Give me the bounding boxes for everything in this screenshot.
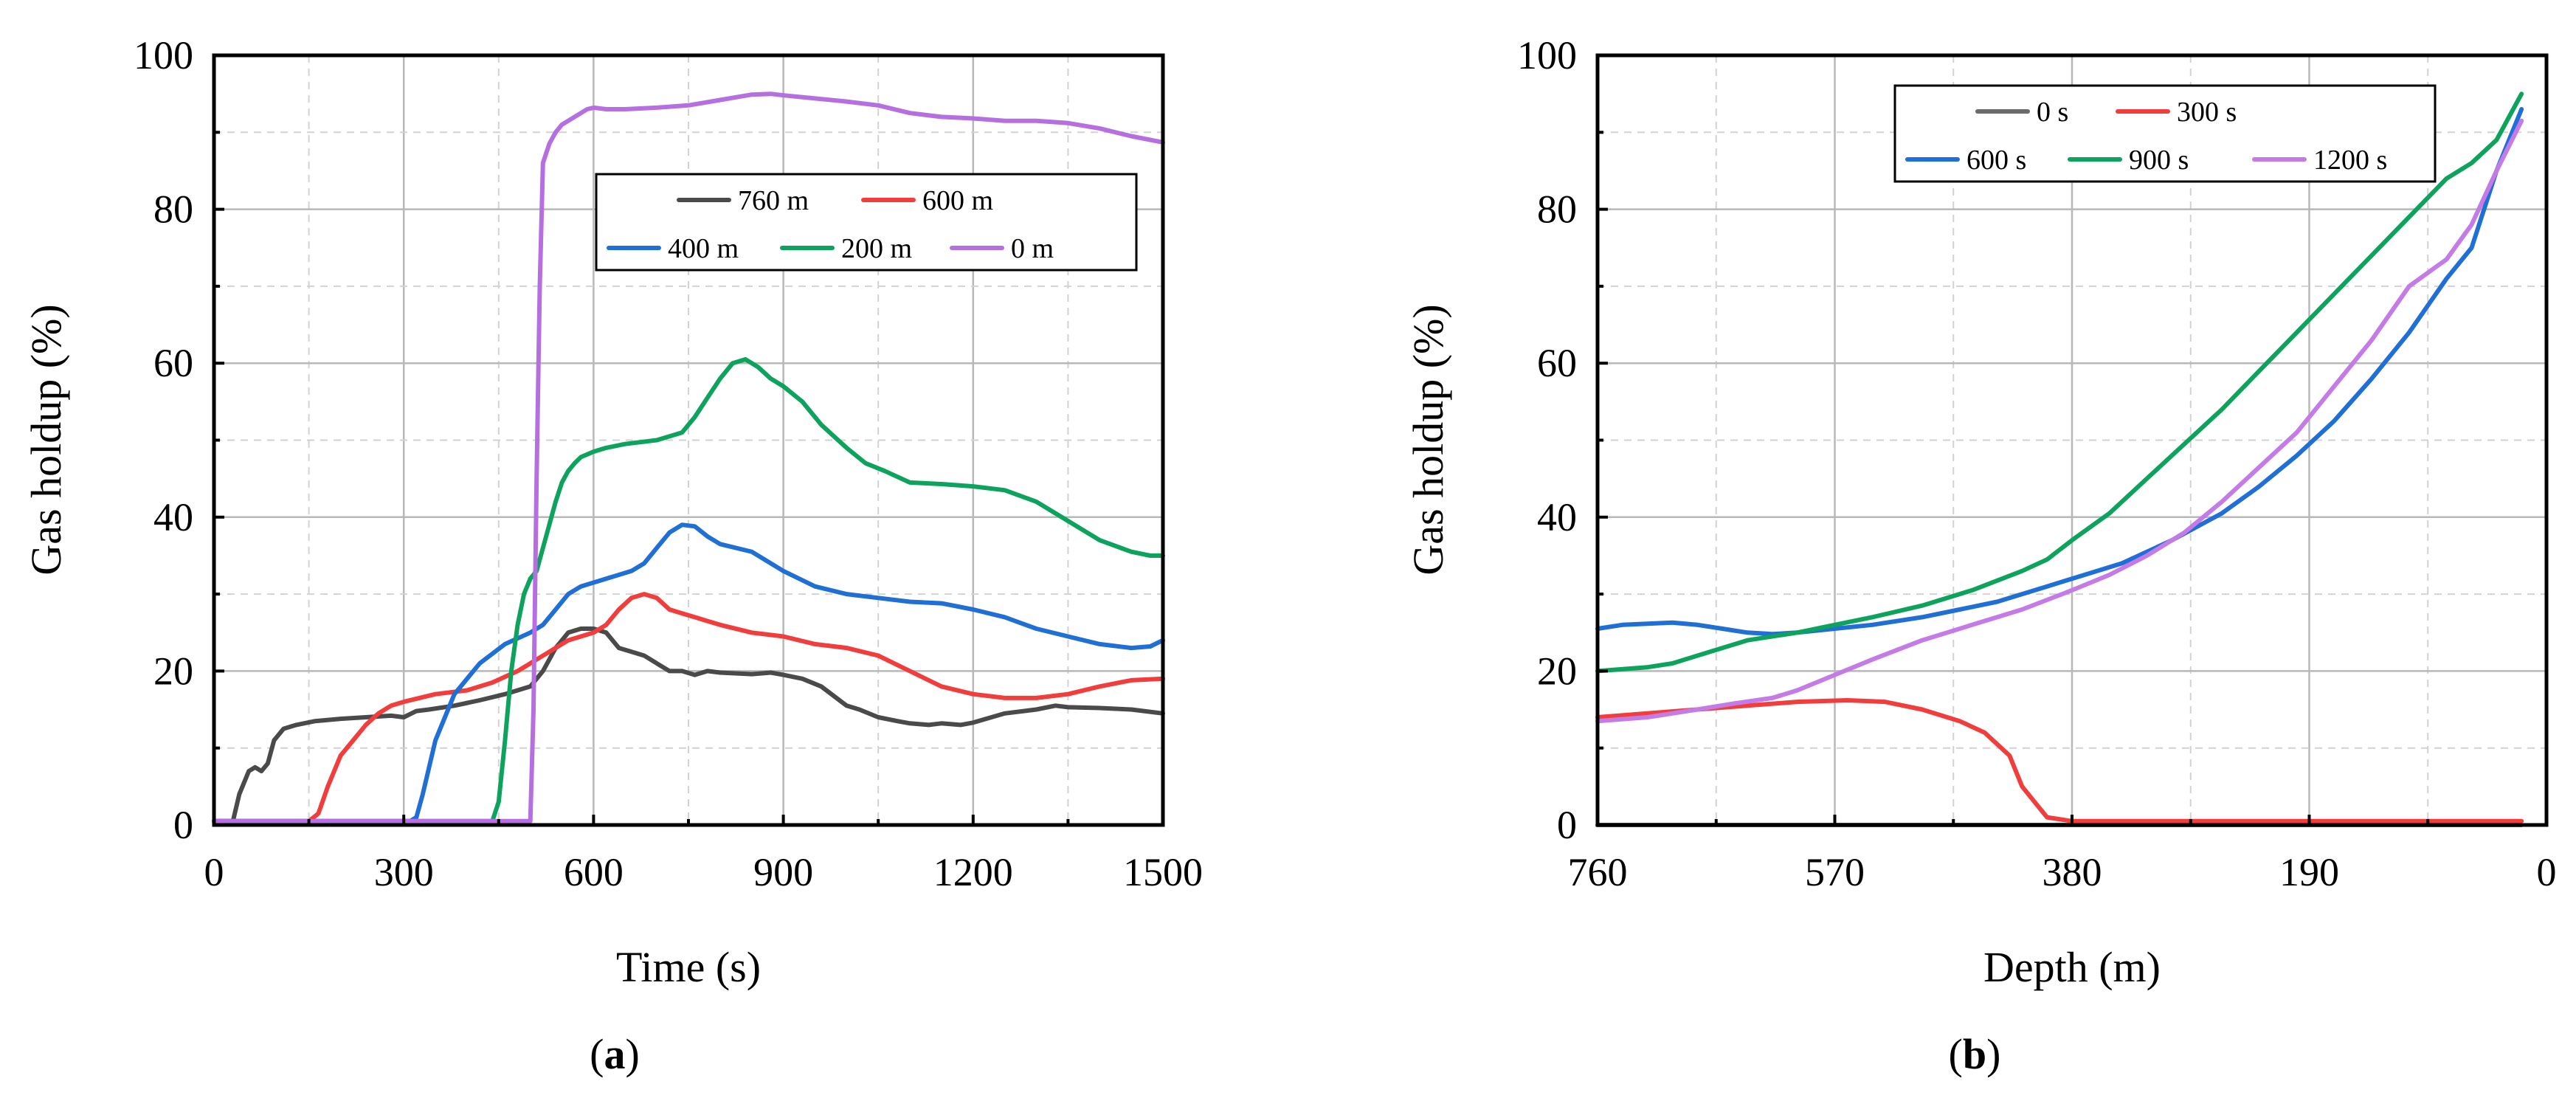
panel-a-y-tick-label: 20 bbox=[153, 649, 193, 693]
panel-a-x-axis-title: Time (s) bbox=[616, 943, 761, 991]
panel-b-series-900-s bbox=[1595, 92, 2524, 674]
panel-a-legend: 760 m 600 m 400 m 200 m 0 m bbox=[595, 173, 1138, 272]
panel-a-series-400-m bbox=[212, 522, 1165, 824]
panel-a-ticks: 0 300 600 900 1200 1500 0 20 40 60 80 100 bbox=[134, 33, 1203, 894]
panel-b-y-tick-label: 100 bbox=[1517, 33, 1577, 77]
panel-b-y-tick-label: 60 bbox=[1537, 341, 1577, 385]
panel-a-x-tick-label: 300 bbox=[374, 850, 434, 894]
panel-b-legend-label-600-s: 600 s bbox=[1966, 145, 2026, 176]
panel-a-legend-label-400-m: 400 m bbox=[668, 233, 739, 264]
panel-a-y-tick-label: 100 bbox=[134, 33, 193, 77]
panel-b-x-tick-label: 0 bbox=[2537, 850, 2557, 894]
panel-b-series-1200-s bbox=[1595, 118, 2524, 724]
panel-b-series-300-s bbox=[1595, 698, 2524, 824]
panel-b-y-tick-label: 0 bbox=[1557, 803, 1577, 847]
panel-a-legend-label-200-m: 200 m bbox=[841, 233, 912, 264]
panel-b-x-tick-label: 760 bbox=[1568, 850, 1628, 894]
panel-a-legend-label-0-m: 0 m bbox=[1011, 233, 1054, 264]
panel-b-legend-entries: 0 s 300 s 600 s 900 s 1200 s bbox=[1905, 97, 2387, 176]
panel-b-legend: 0 s 300 s 600 s 900 s 1200 s bbox=[1893, 84, 2437, 183]
panel-b-legend-label-900-s: 900 s bbox=[2129, 145, 2189, 176]
panel-a-legend-entries: 760 m 600 m 400 m 200 m 0 m bbox=[607, 185, 1054, 264]
panel-a-legend-label-600-m: 600 m bbox=[922, 185, 993, 216]
panel-b-x-tick-label: 570 bbox=[1805, 850, 1865, 894]
panel-b-ticks: 760 570 380 190 0 0 20 40 60 80 100 bbox=[1517, 33, 2557, 894]
panel-a-label-letter: a bbox=[604, 1030, 626, 1078]
panel-b-y-tick-label: 80 bbox=[1537, 187, 1577, 232]
panel-a-y-tick-label: 60 bbox=[153, 341, 193, 385]
panel-a-x-tick-label: 0 bbox=[204, 850, 224, 894]
panel-a-y-tick-label: 80 bbox=[153, 187, 193, 232]
panel-b-x-tick-label: 380 bbox=[2043, 850, 2102, 894]
panel-a-legend-box bbox=[595, 173, 1138, 272]
panel-a-x-tick-label: 1500 bbox=[1123, 850, 1203, 894]
panel-a-series-200-m bbox=[212, 357, 1165, 824]
panel-b-label-letter: b bbox=[1963, 1030, 1986, 1078]
panel-b-legend-label-1200-s: 1200 s bbox=[2313, 145, 2387, 176]
panel-a-y-axis-title: Gas holdup (%) bbox=[22, 304, 70, 575]
panel-a-x-tick-label: 600 bbox=[564, 850, 624, 894]
panel-a-series-group bbox=[212, 92, 1165, 824]
panel-a-y-tick-label: 0 bbox=[173, 803, 193, 847]
panel-a-series-760-m bbox=[212, 626, 1165, 824]
panel-b-x-tick-label: 190 bbox=[2279, 850, 2339, 894]
panel-b-series-group bbox=[1595, 92, 2524, 827]
panel-a-series-0-m bbox=[212, 92, 1165, 824]
panel-b-legend-label-0-s: 0 s bbox=[2037, 97, 2068, 128]
panel-b: 760 570 380 190 0 0 20 40 60 80 100 Depth (m) Gas … bbox=[1404, 33, 2557, 1078]
panel-a-x-tick-label: 900 bbox=[753, 850, 813, 894]
panel-a-legend-label-760-m: 760 m bbox=[738, 185, 809, 216]
panel-b-y-tick-label: 40 bbox=[1537, 495, 1577, 539]
panel-b-y-axis-title: Gas holdup (%) bbox=[1404, 304, 1452, 575]
panel-a-series-600-m bbox=[212, 592, 1165, 824]
panel-a-y-tick-label: 40 bbox=[153, 495, 193, 539]
panel-a-x-tick-label: 1200 bbox=[933, 850, 1013, 894]
panel-b-legend-box bbox=[1893, 84, 2437, 183]
panel-b-legend-label-300-s: 300 s bbox=[2177, 97, 2237, 128]
panel-b-y-tick-label: 20 bbox=[1537, 649, 1577, 693]
panel-b-series-600-s bbox=[1595, 107, 2524, 637]
panel-a-label: (a) bbox=[590, 1030, 640, 1078]
panel-b-x-axis-title: Depth (m) bbox=[1983, 943, 2161, 991]
panel-b-label: (b) bbox=[1949, 1030, 2001, 1078]
